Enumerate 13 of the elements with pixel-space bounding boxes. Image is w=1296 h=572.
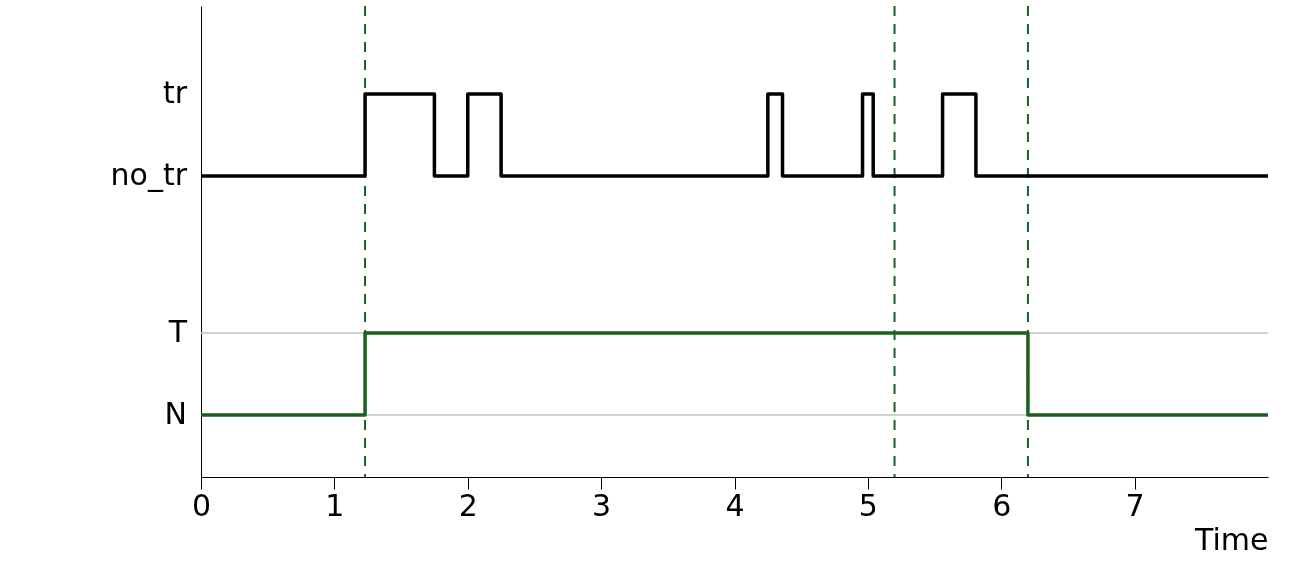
x-tick-label: 6 xyxy=(992,487,1012,523)
x-tick-label: 2 xyxy=(458,487,478,523)
text: T xyxy=(167,314,188,350)
x-tick-label: 3 xyxy=(592,487,612,523)
text: tr xyxy=(162,75,188,111)
text: N xyxy=(164,395,187,431)
text: no_tr xyxy=(110,157,188,193)
x-tick-label: 7 xyxy=(1125,487,1145,523)
x-tick-label: 0 xyxy=(191,487,212,523)
x-tick-label: 1 xyxy=(325,487,345,523)
x-tick-label: 4 xyxy=(725,487,745,523)
x-axis-title: Time xyxy=(1194,521,1269,557)
x-tick-label: 5 xyxy=(858,487,878,523)
